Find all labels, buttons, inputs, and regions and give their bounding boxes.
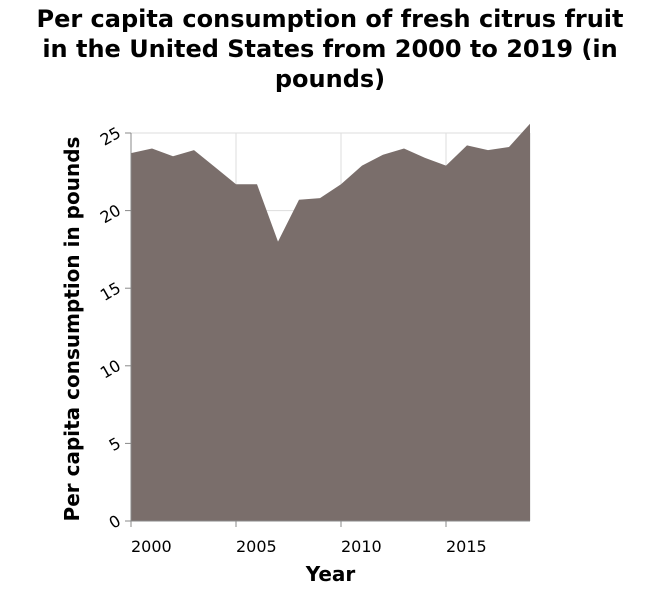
y-axis-title: Per capita consumption in pounds: [60, 137, 84, 522]
y-tick-label: 15: [97, 278, 124, 305]
y-tick-label: 10: [97, 356, 124, 383]
chart-title: Per capita consumption of fresh citrus f…: [0, 4, 660, 94]
chart-title-line-2: in the United States from 2000 to 2019 (…: [42, 35, 618, 63]
x-tick-label: 2000: [131, 537, 172, 556]
x-tick-label: 2015: [446, 537, 487, 556]
chart-title-line-1: Per capita consumption of fresh citrus f…: [36, 5, 624, 33]
y-tick-label: 5: [106, 433, 124, 455]
area-series: [131, 123, 530, 522]
chart-title-line-3: pounds): [274, 65, 386, 93]
x-tick-label: 2005: [236, 537, 277, 556]
x-tick-label: 2010: [341, 537, 382, 556]
x-axis-title: Year: [305, 562, 356, 586]
y-tick-label: 25: [97, 123, 124, 150]
axes: 2000 2005 2010 2015 0 5 10 15 20 25: [97, 123, 530, 556]
y-tick-label: 20: [97, 201, 124, 228]
y-tick-label: 0: [106, 511, 124, 533]
